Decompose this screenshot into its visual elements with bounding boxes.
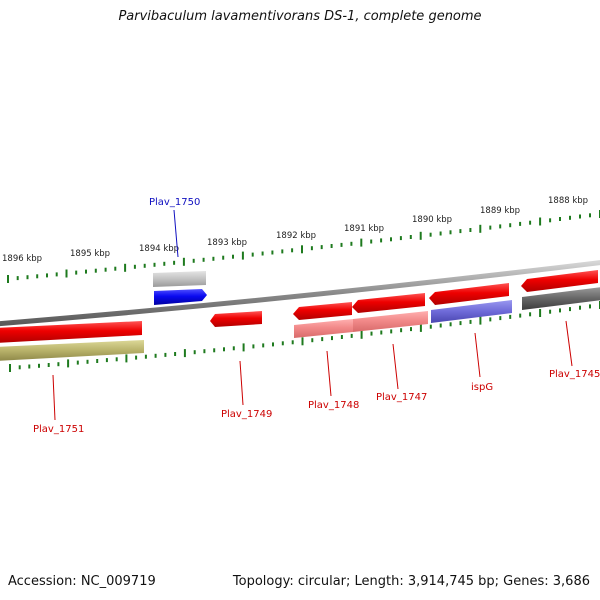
- gene-plav-1747-feature-pink[interactable]: [353, 311, 428, 332]
- gene-plav-1745-arrow[interactable]: [521, 270, 598, 292]
- ruler-label-1893: 1893 kbp: [207, 238, 247, 248]
- ruler-labels: 1896 kbp 1895 kbp 1894 kbp 1893 kbp 1892…: [2, 196, 588, 264]
- gene-plav-1751-arrow[interactable]: [0, 321, 142, 343]
- ruler-label-1890: 1890 kbp: [412, 215, 452, 225]
- outer-position-ruler: [7, 210, 600, 283]
- gene-plav-1749-arrow[interactable]: [210, 311, 262, 327]
- accession-text: Accession: NC_009719: [8, 574, 156, 589]
- ruler-label-1888: 1888 kbp: [548, 196, 588, 206]
- gene-plav-1748-arrow[interactable]: [293, 302, 352, 320]
- gene-plav-1745-feature-darkgray[interactable]: [522, 287, 600, 310]
- ruler-label-1894: 1894 kbp: [139, 244, 179, 254]
- map-title: Parvibaculum lavamentivorans DS-1, compl…: [118, 9, 482, 24]
- gene-ispg-arrow[interactable]: [429, 283, 509, 305]
- gene-plav-1747-arrow[interactable]: [352, 293, 425, 313]
- ruler-label-1896: 1896 kbp: [2, 254, 42, 264]
- gene-plav-1750-feature-lightgray[interactable]: [153, 271, 206, 287]
- gene-ispg-feature-purple[interactable]: [431, 300, 512, 323]
- genome-backbone: [0, 260, 600, 327]
- gene-plav-1750-arrow[interactable]: [154, 289, 207, 305]
- leader-line-plav-1749: [239, 360, 244, 406]
- ruler-label-1895: 1895 kbp: [70, 249, 110, 259]
- leader-line-plav-1747: [392, 343, 399, 390]
- gene-label-ispg[interactable]: ispG: [471, 382, 493, 393]
- leader-line-plav-1745: [565, 320, 573, 367]
- ruler-label-1891: 1891 kbp: [344, 224, 384, 234]
- leader-line-ispg: [474, 332, 481, 378]
- leader-line-plav-1750: [173, 209, 179, 258]
- leader-line-plav-1748: [326, 350, 332, 397]
- gene-plav-1748-feature-pink[interactable]: [294, 319, 353, 338]
- leader-line-plav-1751: [52, 374, 56, 421]
- gene-label-plav-1751[interactable]: Plav_1751: [33, 424, 84, 435]
- ruler-label-1889: 1889 kbp: [480, 206, 520, 216]
- gene-label-plav-1747[interactable]: Plav_1747: [376, 392, 427, 403]
- ruler-label-1892: 1892 kbp: [276, 231, 316, 241]
- gene-label-plav-1749[interactable]: Plav_1749: [221, 409, 272, 420]
- gene-label-plav-1750[interactable]: Plav_1750: [149, 197, 200, 208]
- topology-text: Topology: circular; Length: 3,914,745 bp…: [232, 574, 590, 589]
- gene-label-plav-1748[interactable]: Plav_1748: [308, 400, 359, 411]
- inner-position-ruler: [9, 301, 600, 372]
- gene-label-plav-1745[interactable]: Plav_1745: [549, 369, 600, 380]
- gene-plav-1751-feature-olive[interactable]: [0, 340, 144, 361]
